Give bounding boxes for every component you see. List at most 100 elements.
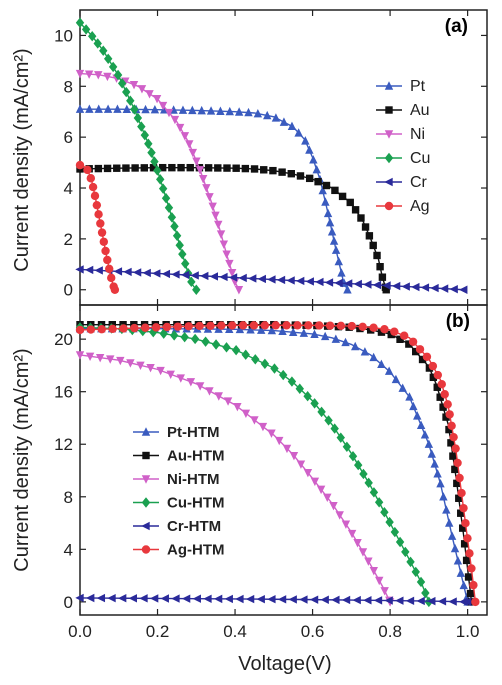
point-au — [305, 174, 314, 183]
point-pt-htm — [453, 556, 463, 565]
point-ag-htm — [459, 503, 468, 513]
point-pt — [122, 104, 132, 113]
point-ni — [185, 140, 194, 149]
point-ag-htm — [151, 323, 161, 332]
series-cr-htm — [75, 593, 472, 607]
point-ni — [152, 95, 162, 104]
point-cr-htm — [427, 596, 436, 606]
legend-label: Au-HTM — [167, 448, 224, 465]
point-ag-htm — [108, 324, 117, 334]
point-pt-htm — [424, 439, 434, 448]
point-ag-htm — [428, 361, 438, 371]
point-ag-htm — [358, 322, 367, 331]
point-cr — [305, 277, 314, 286]
point-ni-htm — [364, 557, 373, 566]
point-cu-htm — [169, 330, 179, 341]
x-tick-label: 0.4 — [223, 622, 247, 641]
point-pt — [312, 164, 321, 174]
point-pt — [321, 197, 330, 206]
point-pt — [327, 227, 337, 236]
point-cr-htm — [384, 596, 393, 605]
point-ag-htm — [400, 331, 409, 340]
point-ni-htm — [303, 469, 313, 478]
point-au-htm — [418, 355, 427, 364]
point-pt-htm — [377, 359, 386, 369]
point-pt — [263, 110, 272, 120]
legend-item-cu: Cu — [376, 150, 430, 167]
legend-item-cr: Cr — [376, 174, 428, 191]
point-cu-htm — [180, 331, 189, 343]
point-ag-htm — [433, 370, 443, 380]
point-ni-htm — [85, 352, 95, 361]
point-ag-htm — [453, 458, 462, 468]
point-au-htm — [466, 589, 475, 598]
point-ag-htm — [206, 321, 215, 330]
point-cr-htm — [352, 595, 361, 605]
point-ni-htm — [233, 402, 242, 412]
point-ag-htm — [380, 324, 389, 334]
point-pt-htm — [427, 449, 436, 458]
legend-marker-pt-htm — [141, 427, 151, 436]
panel-b: (b) Current density (mA/cm²) Voltage(V) … — [11, 304, 488, 675]
point-ag-htm — [437, 380, 446, 389]
legend-item-au-htm: Au-HTM — [133, 448, 224, 465]
point-ag-htm — [304, 321, 313, 330]
legend-marker-pt — [384, 81, 394, 90]
point-cr-htm — [213, 594, 223, 604]
point-cu — [158, 183, 168, 194]
y-tick-label: 4 — [64, 540, 73, 559]
point-ag — [75, 160, 85, 170]
legend-marker-cr — [384, 177, 393, 187]
point-ag-htm — [141, 323, 150, 332]
point-ni — [137, 85, 147, 94]
legend-label: Cu — [410, 150, 430, 167]
point-ag-htm — [130, 323, 139, 333]
series-ag-htm — [75, 321, 480, 607]
point-cu-htm — [295, 383, 304, 394]
point-cu — [103, 53, 113, 64]
point-au — [94, 164, 103, 173]
panel-a-legend: Pt Au Ni Cu Cr Ag — [376, 78, 430, 215]
point-au — [250, 165, 259, 173]
point-au-htm — [462, 556, 471, 565]
point-cu-htm — [324, 415, 333, 426]
point-pt — [234, 107, 244, 116]
point-ag-htm — [293, 321, 302, 330]
point-pt-htm — [442, 505, 451, 514]
point-cu — [187, 276, 196, 288]
point-cr-htm — [309, 595, 319, 604]
point-cu-htm — [416, 576, 426, 588]
point-ag — [110, 285, 120, 294]
point-ag-htm — [119, 324, 128, 333]
point-ni — [202, 184, 211, 193]
panel-a-ylabel: Current density (mA/cm²) — [11, 48, 33, 271]
point-au — [373, 251, 381, 260]
point-cu-htm — [317, 406, 326, 418]
point-ag-htm — [390, 327, 399, 336]
point-ag-htm — [238, 321, 248, 330]
point-au — [369, 241, 377, 250]
point-cu — [147, 147, 156, 158]
point-pt — [253, 108, 263, 118]
point-cu — [164, 202, 174, 213]
point-cr-htm — [288, 595, 297, 604]
point-ag-htm — [463, 534, 472, 543]
point-ag — [96, 219, 105, 228]
point-cr — [113, 267, 123, 276]
legend-marker-au — [385, 106, 393, 114]
point-pt-htm — [341, 337, 350, 347]
series-line-cu-htm — [79, 326, 430, 603]
point-cr-htm — [117, 594, 127, 603]
point-ni-htm — [258, 422, 268, 432]
point-pt-htm — [439, 492, 448, 501]
point-cr-htm — [437, 597, 447, 606]
point-pt — [206, 106, 216, 115]
point-au — [376, 263, 384, 271]
point-ni-htm — [335, 511, 344, 520]
point-cu-htm — [385, 516, 394, 528]
point-ag-htm — [447, 421, 456, 430]
point-cr-htm — [462, 597, 472, 607]
point-ni — [129, 80, 139, 90]
point-ag-htm — [422, 352, 432, 361]
point-ni-htm — [369, 566, 379, 576]
